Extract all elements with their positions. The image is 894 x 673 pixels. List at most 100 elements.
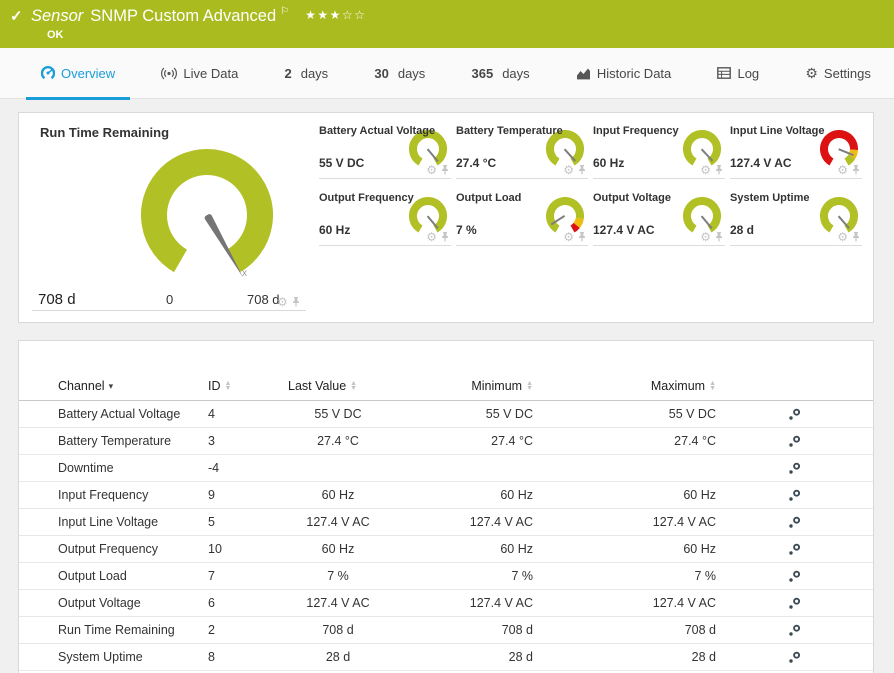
gear-icon[interactable]: ⚙ [837, 163, 848, 177]
gauge-value: 127.4 V AC [593, 223, 655, 237]
pin-icon[interactable] [715, 165, 723, 175]
tab-2-days[interactable]: 2 days [269, 48, 343, 99]
pin-icon[interactable] [852, 232, 860, 242]
tab-label: days [502, 65, 530, 81]
tab-label: Settings [823, 65, 871, 81]
pin-icon[interactable] [441, 232, 449, 242]
flag-icon[interactable]: ⚐ [280, 6, 290, 17]
gauge-title: Input Frequency [593, 125, 679, 137]
gear-icon: ⚙ [805, 65, 818, 81]
cell-last-value: 708 d [322, 623, 354, 637]
table-row-run-time-remaining[interactable]: Run Time Remaining 2 708 d 708 d 708 d [19, 617, 873, 644]
column-header-channel[interactable]: Channel ▾ [58, 379, 208, 393]
gear-icon[interactable]: ⚙ [563, 230, 574, 244]
mini-gauge-output-load: Output Load 7 % ⚙ [456, 192, 588, 246]
main-gauge-scale-max: 708 d [247, 292, 280, 307]
cell-last-value: 127.4 V AC [306, 515, 370, 529]
gauge-value: 27.4 °C [456, 156, 497, 170]
mini-gauge-battery-actual-voltage: Battery Actual Voltage 55 V DC ⚙ [319, 125, 451, 179]
tab-number: 365 [471, 65, 494, 81]
tab-30-days[interactable]: 30 days [359, 48, 440, 99]
gauge-value: 28 d [730, 223, 755, 237]
table-row-battery-actual-voltage[interactable]: Battery Actual Voltage 4 55 V DC 55 V DC 55 … [19, 401, 873, 428]
tab-live-data[interactable]: Live Data [146, 48, 253, 99]
historic-data-icon [576, 67, 591, 80]
cell-minimum: 7 % [511, 569, 533, 583]
channel-settings-icon[interactable] [788, 408, 801, 421]
cell-id: -4 [208, 461, 220, 475]
pin-icon[interactable] [578, 232, 586, 242]
star-rating[interactable]: ★★★☆☆ [305, 8, 367, 22]
cell-minimum: 28 d [508, 650, 533, 664]
pin-icon[interactable] [292, 297, 300, 307]
table-row-system-uptime[interactable]: System Uptime 8 28 d 28 d 28 d [19, 644, 873, 671]
gauge-dial [409, 197, 447, 235]
tab-overview[interactable]: Overview [26, 48, 131, 100]
channel-settings-icon[interactable] [788, 489, 801, 502]
table-row-downtime[interactable]: Downtime -4 [19, 455, 873, 482]
tab-log[interactable]: Log [702, 48, 774, 99]
gauge-actions: ⚙ [700, 231, 723, 243]
cell-id: 8 [208, 650, 215, 664]
channel-settings-icon[interactable] [788, 543, 801, 556]
tab-bar: Overview Live Data 2 days 30 days 365 days Histo… [0, 48, 894, 100]
pin-icon[interactable] [441, 165, 449, 175]
tab-365-days[interactable]: 365 days [457, 48, 545, 99]
mini-gauge-system-uptime: System Uptime 28 d ⚙ [730, 192, 862, 246]
gear-icon[interactable]: ⚙ [837, 230, 848, 244]
tab-settings[interactable]: ⚙ Settings [790, 48, 886, 99]
gauge-title: Battery Temperature [456, 125, 563, 137]
cell-minimum: 27.4 °C [491, 434, 533, 448]
table-row-input-line-voltage[interactable]: Input Line Voltage 5 127.4 V AC 127.4 V AC 1… [19, 509, 873, 536]
gear-icon[interactable]: ⚙ [700, 230, 711, 244]
gear-icon[interactable]: ⚙ [426, 230, 437, 244]
sensor-status-header: ✓ Sensor SNMP Custom Advanced ⚐ ★★★☆☆ OK [0, 0, 894, 48]
column-header-id[interactable]: ID ▲ ▼ [208, 379, 288, 393]
pin-icon[interactable] [852, 165, 860, 175]
cell-id: 7 [208, 569, 215, 583]
column-header-minimum[interactable]: Minimum ▲ ▼ [388, 379, 533, 393]
table-row-battery-temperature[interactable]: Battery Temperature 3 27.4 °C 27.4 °C 27.4 °… [19, 428, 873, 455]
cell-id: 9 [208, 488, 215, 502]
table-row-output-voltage[interactable]: Output Voltage 6 127.4 V AC 127.4 V AC 127.4… [19, 590, 873, 617]
gear-icon[interactable]: ⚙ [700, 163, 711, 177]
cell-maximum: 55 V DC [668, 407, 716, 421]
channel-settings-icon[interactable] [788, 651, 801, 664]
cell-channel: Input Line Voltage [58, 515, 159, 529]
cell-minimum: 60 Hz [500, 488, 533, 502]
cell-id: 3 [208, 434, 215, 448]
column-header-maximum[interactable]: Maximum ▲ ▼ [533, 379, 716, 393]
channel-settings-icon[interactable] [788, 435, 801, 448]
channel-settings-icon[interactable] [788, 570, 801, 583]
gauge-actions: ⚙ [563, 164, 586, 176]
mini-gauge-output-frequency: Output Frequency 60 Hz ⚙ [319, 192, 451, 246]
tab-label: Live Data [183, 65, 239, 81]
channel-settings-icon[interactable] [788, 597, 801, 610]
main-gauge-dial [141, 149, 273, 281]
cell-id: 4 [208, 407, 215, 421]
channel-settings-icon[interactable] [788, 516, 801, 529]
tab-historic-data[interactable]: Historic Data [561, 48, 686, 99]
cell-channel: Output Voltage [58, 596, 141, 610]
gauges-panel: Run Time Remaining x 708 d 0 708 d ⚙ Bat… [18, 112, 874, 323]
cell-minimum: 708 d [501, 623, 533, 637]
table-row-input-frequency[interactable]: Input Frequency 9 60 Hz 60 Hz 60 Hz [19, 482, 873, 509]
gear-icon[interactable]: ⚙ [277, 295, 288, 309]
gauge-title: Input Line Voltage [730, 125, 825, 137]
channel-table-panel: Channel ▾ ID ▲ ▼ Last Value ▲ ▼ Minimum ▲ ▼ Maximum… [18, 340, 874, 673]
column-header-last-value[interactable]: Last Value ▲ ▼ [288, 379, 388, 393]
pin-icon[interactable] [578, 165, 586, 175]
gear-icon[interactable]: ⚙ [426, 163, 437, 177]
table-row-output-frequency[interactable]: Output Frequency 10 60 Hz 60 Hz 60 Hz [19, 536, 873, 563]
channel-settings-icon[interactable] [788, 462, 801, 475]
needle-tip-marker: x [242, 268, 247, 279]
cell-last-value: 55 V DC [314, 407, 362, 421]
channel-settings-icon[interactable] [788, 624, 801, 637]
gear-icon[interactable]: ⚙ [563, 163, 574, 177]
table-row-output-load[interactable]: Output Load 7 7 % 7 % 7 % [19, 563, 873, 590]
table-header-row: Channel ▾ ID ▲ ▼ Last Value ▲ ▼ Minimum ▲ ▼ Maximum… [19, 372, 873, 401]
column-label: Minimum [471, 379, 523, 393]
log-icon [717, 67, 732, 79]
pin-icon[interactable] [715, 232, 723, 242]
